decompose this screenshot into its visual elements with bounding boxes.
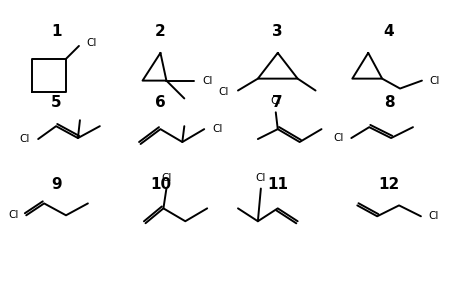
Text: Cl: Cl xyxy=(161,172,172,183)
Text: 12: 12 xyxy=(378,177,400,192)
Text: Cl: Cl xyxy=(429,211,439,221)
Text: Cl: Cl xyxy=(202,75,212,86)
Text: Cl: Cl xyxy=(212,124,222,134)
Text: Cl: Cl xyxy=(86,38,96,48)
Text: 11: 11 xyxy=(267,177,288,192)
Text: Cl: Cl xyxy=(8,210,18,220)
Text: Cl: Cl xyxy=(271,96,281,106)
Text: 6: 6 xyxy=(155,95,166,110)
Text: 10: 10 xyxy=(150,177,171,192)
Text: 5: 5 xyxy=(51,95,61,110)
Text: 7: 7 xyxy=(273,95,283,110)
Text: 4: 4 xyxy=(384,24,394,38)
Text: 1: 1 xyxy=(51,24,61,38)
Text: Cl: Cl xyxy=(20,134,30,144)
Text: 2: 2 xyxy=(155,24,166,38)
Text: 9: 9 xyxy=(51,177,61,192)
Text: Cl: Cl xyxy=(430,75,440,86)
Text: 8: 8 xyxy=(384,95,394,110)
Text: Cl: Cl xyxy=(255,172,266,183)
Text: Cl: Cl xyxy=(333,133,343,143)
Text: Cl: Cl xyxy=(219,88,229,98)
Text: 3: 3 xyxy=(273,24,283,38)
